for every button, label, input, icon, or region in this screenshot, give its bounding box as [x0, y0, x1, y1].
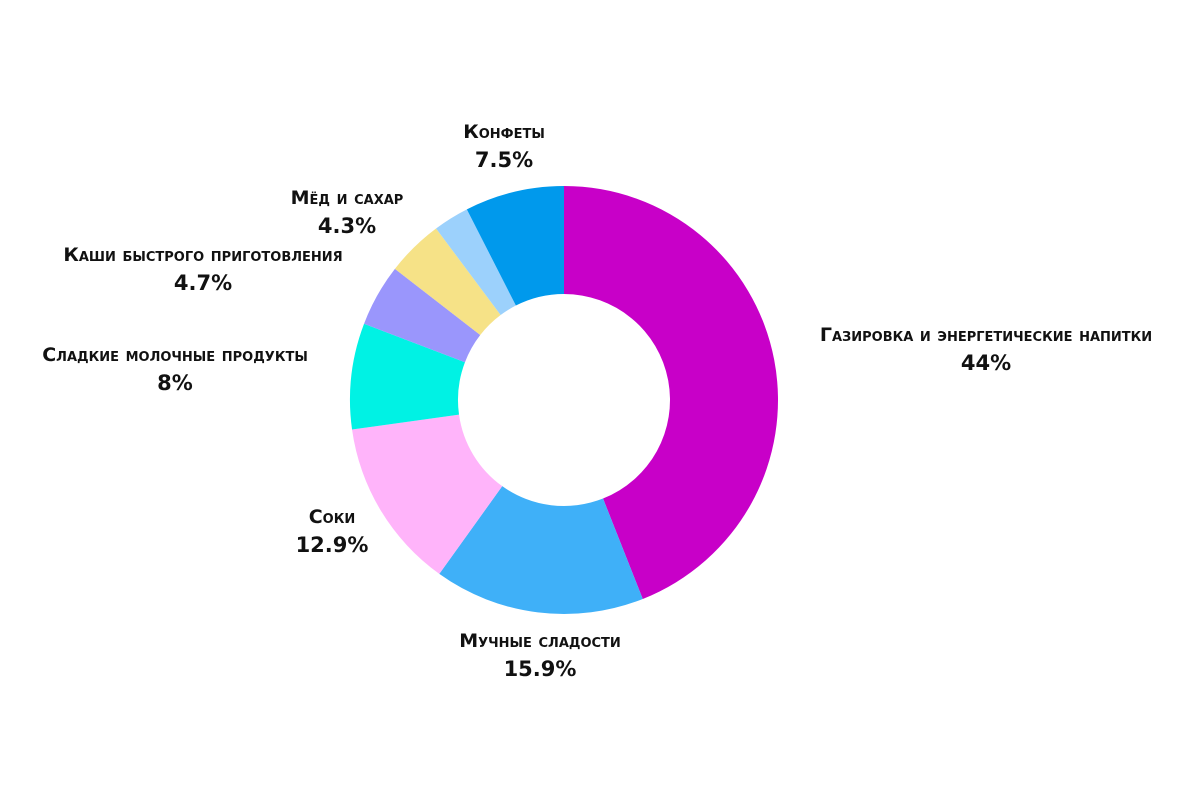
slice-label-value: 4.7% [173, 270, 233, 295]
slice-label-2: Соки 12.9% [296, 506, 369, 558]
donut-slice-5 [394, 228, 501, 336]
slice-label-7: Конфеты 7.5% [463, 121, 545, 173]
donut-slice-2 [352, 414, 503, 574]
slice-label-5: Мёд и сахар 4.3% [291, 187, 404, 239]
slice-label-value: 8% [157, 370, 193, 395]
donut-slice-0 [564, 186, 778, 599]
donut-slice-3 [350, 323, 465, 430]
slice-label-3: Сладкие молочные продукты 8% [42, 344, 308, 396]
slice-label-value: 4.3% [317, 213, 377, 238]
donut-slice-6 [436, 209, 516, 316]
slice-label-name: Газировка и энергетические напитки [819, 324, 1153, 347]
slice-label-value: 7.5% [474, 147, 534, 172]
donut-slice-4 [364, 268, 481, 363]
slice-label-name: Сладкие молочные продукты [42, 344, 308, 367]
donut-slice-1 [439, 486, 643, 614]
slice-label-name: Каши быстрого приготовления [63, 244, 343, 267]
slice-label-4: Каши быстрого приготовления 4.7% [63, 244, 342, 296]
slice-label-value: 44% [960, 350, 1012, 375]
slice-label-name: Соки [308, 506, 356, 529]
slice-label-0: Газировка и энергетические напитки 44% [820, 324, 1152, 376]
slice-label-1: Мучные сладости 15.9% [459, 630, 621, 682]
slice-label-name: Мучные сладости [459, 630, 621, 653]
donut-slice-7 [466, 186, 564, 306]
slice-label-value: 15.9% [503, 656, 577, 681]
slice-label-name: Мёд и сахар [290, 187, 404, 210]
slice-label-value: 12.9% [295, 532, 369, 557]
slice-label-name: Конфеты [463, 121, 545, 144]
